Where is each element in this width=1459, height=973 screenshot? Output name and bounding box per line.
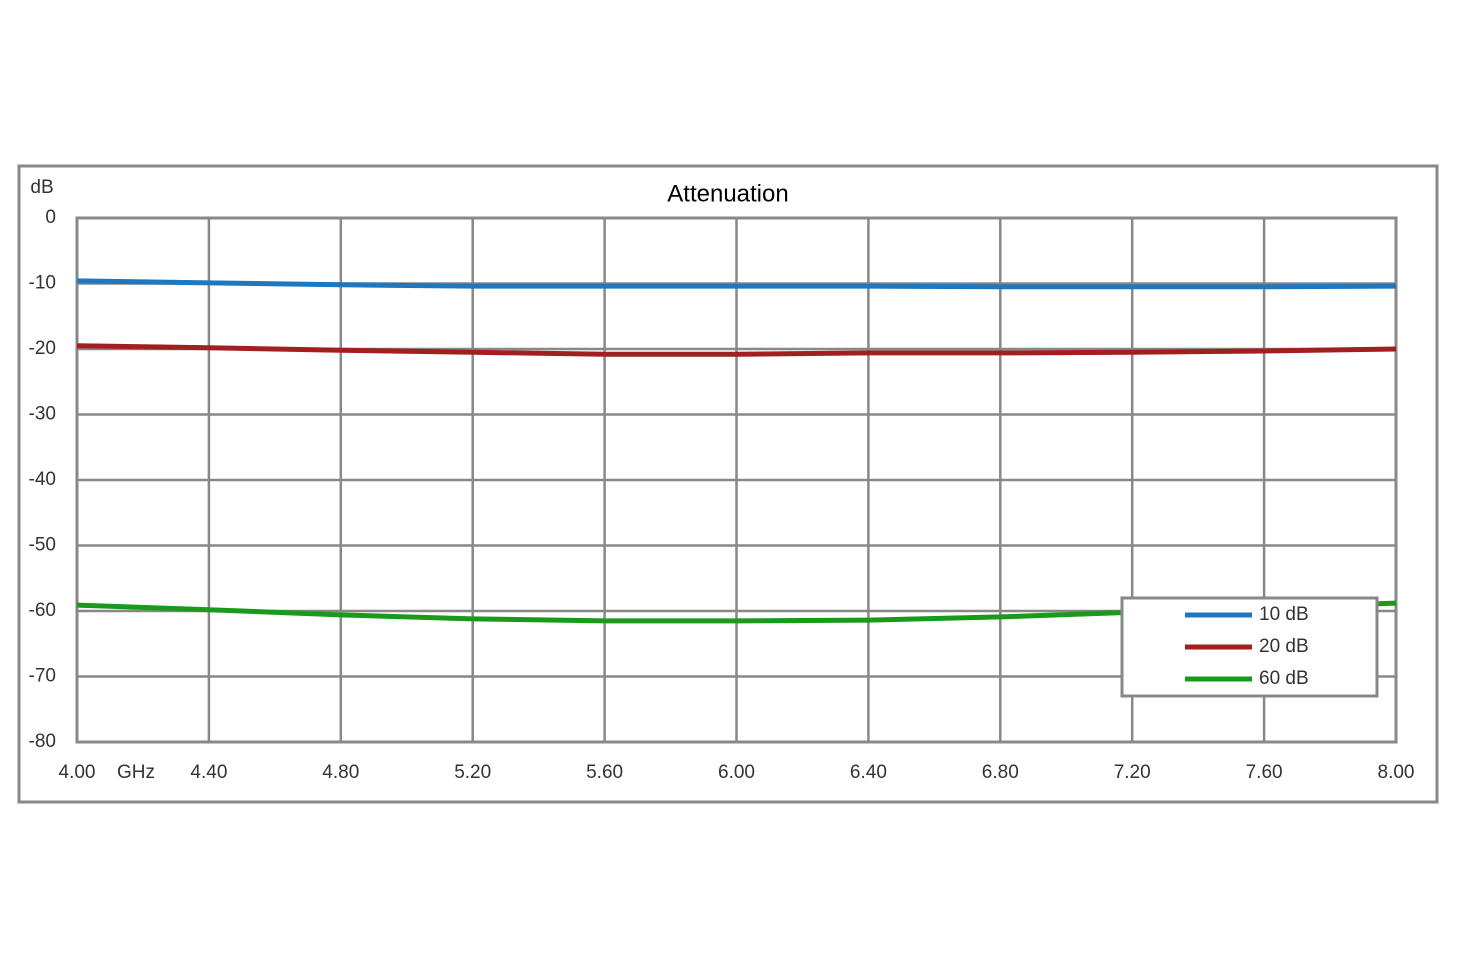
y-tick-label: -20 (29, 338, 56, 359)
x-tick-label: 4.00 (59, 762, 96, 783)
y-tick-label: -10 (29, 273, 56, 294)
y-tick-label: -80 (29, 731, 56, 752)
x-tick-label: 7.20 (1114, 762, 1151, 783)
y-tick-label: -70 (29, 666, 56, 687)
x-tick-label: 8.00 (1378, 762, 1415, 783)
x-tick-label: 6.00 (718, 762, 755, 783)
x-tick-label: 6.80 (982, 762, 1019, 783)
x-tick-label: 4.40 (190, 762, 227, 783)
legend-label: 20 dB (1259, 636, 1309, 657)
legend-label: 60 dB (1259, 668, 1309, 689)
y-tick-label: -60 (29, 600, 56, 621)
x-tick-label: 5.60 (586, 762, 623, 783)
x-tick-label: 7.60 (1246, 762, 1283, 783)
series-line (76, 343, 1397, 357)
x-tick-label: 5.20 (454, 762, 491, 783)
y-tick-label: 0 (45, 207, 56, 228)
y-axis-label: dB (30, 177, 53, 198)
y-tick-label: -30 (29, 404, 56, 425)
legend-label: 10 dB (1259, 604, 1309, 625)
x-tick-label: 6.40 (850, 762, 887, 783)
x-tick-label: 4.80 (322, 762, 359, 783)
chart-title: Attenuation (667, 180, 788, 207)
y-tick-label: -40 (29, 469, 56, 490)
x-axis-label: GHz (117, 762, 155, 783)
y-tick-label: -50 (29, 535, 56, 556)
series-line (76, 278, 1397, 290)
